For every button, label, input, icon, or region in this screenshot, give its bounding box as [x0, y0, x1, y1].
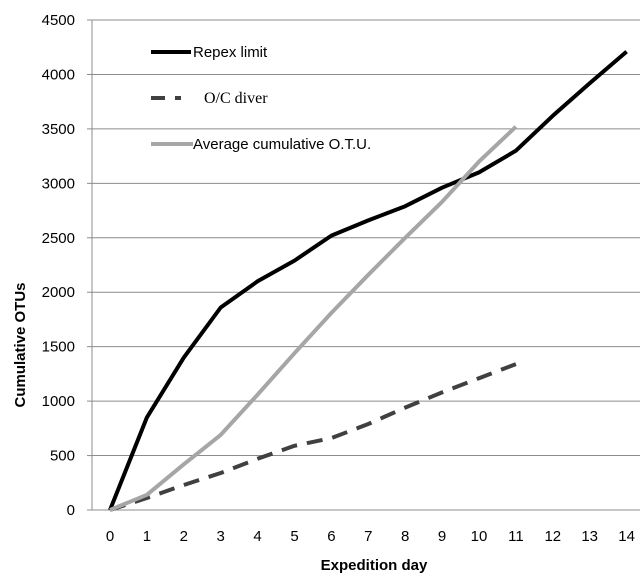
legend-label-1: Repex limit: [193, 44, 268, 61]
x-tick-label: 7: [364, 528, 372, 545]
x-tick-label: 1: [143, 528, 151, 545]
x-tick-label: 11: [508, 528, 524, 545]
x-tick-label: 0: [106, 528, 114, 545]
series-line-2: [109, 362, 517, 512]
series-layer: [108, 50, 628, 512]
x-tick-label: 14: [618, 528, 635, 545]
y-tick-label: 3000: [42, 175, 75, 192]
y-tick-label: 2000: [42, 284, 75, 301]
y-tick-label: 0: [67, 502, 75, 519]
x-tick-label: 5: [290, 528, 298, 545]
series-line-3: [109, 125, 518, 512]
x-tick-label: 13: [581, 528, 598, 545]
y-axis-title: Cumulative OTUs: [12, 282, 29, 407]
y-tick-label: 1000: [42, 393, 75, 410]
y-tick-label: 2500: [42, 230, 75, 247]
y-tick-label: 3500: [42, 121, 75, 138]
x-tick-label: 2: [180, 528, 188, 545]
x-axis-title: Expedition day: [321, 557, 428, 574]
legend: Repex limit O/C diver Average cumulative O…: [151, 44, 371, 153]
x-tick-label: 10: [471, 528, 488, 545]
x-tick-label: 3: [217, 528, 225, 545]
y-tick-label: 1500: [42, 339, 75, 356]
grid-layer: [92, 19, 640, 457]
y-tick-label: 4000: [42, 66, 75, 83]
x-tick-label: 12: [544, 528, 561, 545]
y-tick-label: 500: [50, 448, 75, 465]
legend-label-2: O/C diver: [204, 90, 268, 107]
legend-label-3: Average cumulative O.T.U.: [193, 136, 371, 153]
x-tick-label: 8: [401, 528, 409, 545]
series-line-1: [108, 50, 628, 511]
y-tick-label: 4500: [42, 12, 75, 29]
x-tick-label: 9: [438, 528, 446, 545]
x-tick-label: 6: [327, 528, 335, 545]
x-tick-label: 4: [253, 528, 261, 545]
